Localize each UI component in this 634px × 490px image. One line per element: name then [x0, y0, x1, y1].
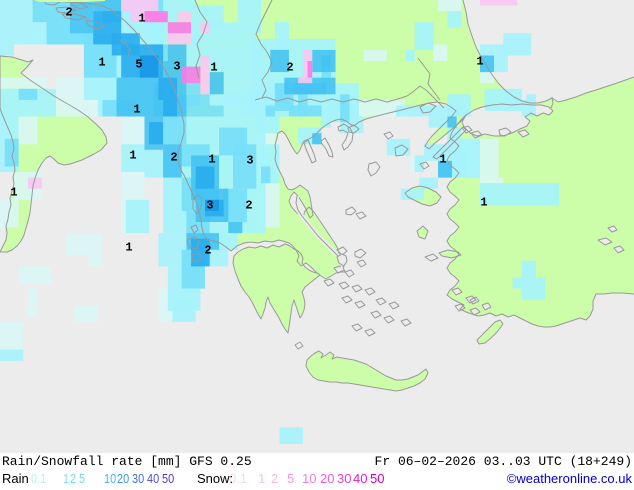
svg-text:1: 1 [10, 186, 17, 200]
svg-text:1: 1 [133, 103, 140, 117]
svg-text:2: 2 [170, 151, 177, 165]
svg-text:5: 5 [135, 58, 142, 72]
svg-text:2: 2 [245, 199, 252, 213]
svg-text:3: 3 [246, 154, 253, 168]
svg-text:2: 2 [65, 6, 72, 20]
svg-text:1: 1 [98, 56, 105, 70]
svg-text:2: 2 [204, 244, 211, 258]
svg-text:3: 3 [206, 199, 213, 213]
svg-text:1: 1 [480, 196, 487, 210]
svg-text:1: 1 [125, 241, 132, 255]
svg-text:1: 1 [138, 12, 145, 26]
svg-text:1: 1 [208, 153, 215, 167]
svg-text:1: 1 [210, 61, 217, 75]
svg-text:1: 1 [476, 55, 483, 69]
svg-text:2: 2 [286, 61, 293, 75]
svg-text:1: 1 [129, 149, 136, 163]
svg-text:1: 1 [439, 153, 446, 167]
svg-text:3: 3 [173, 60, 180, 74]
